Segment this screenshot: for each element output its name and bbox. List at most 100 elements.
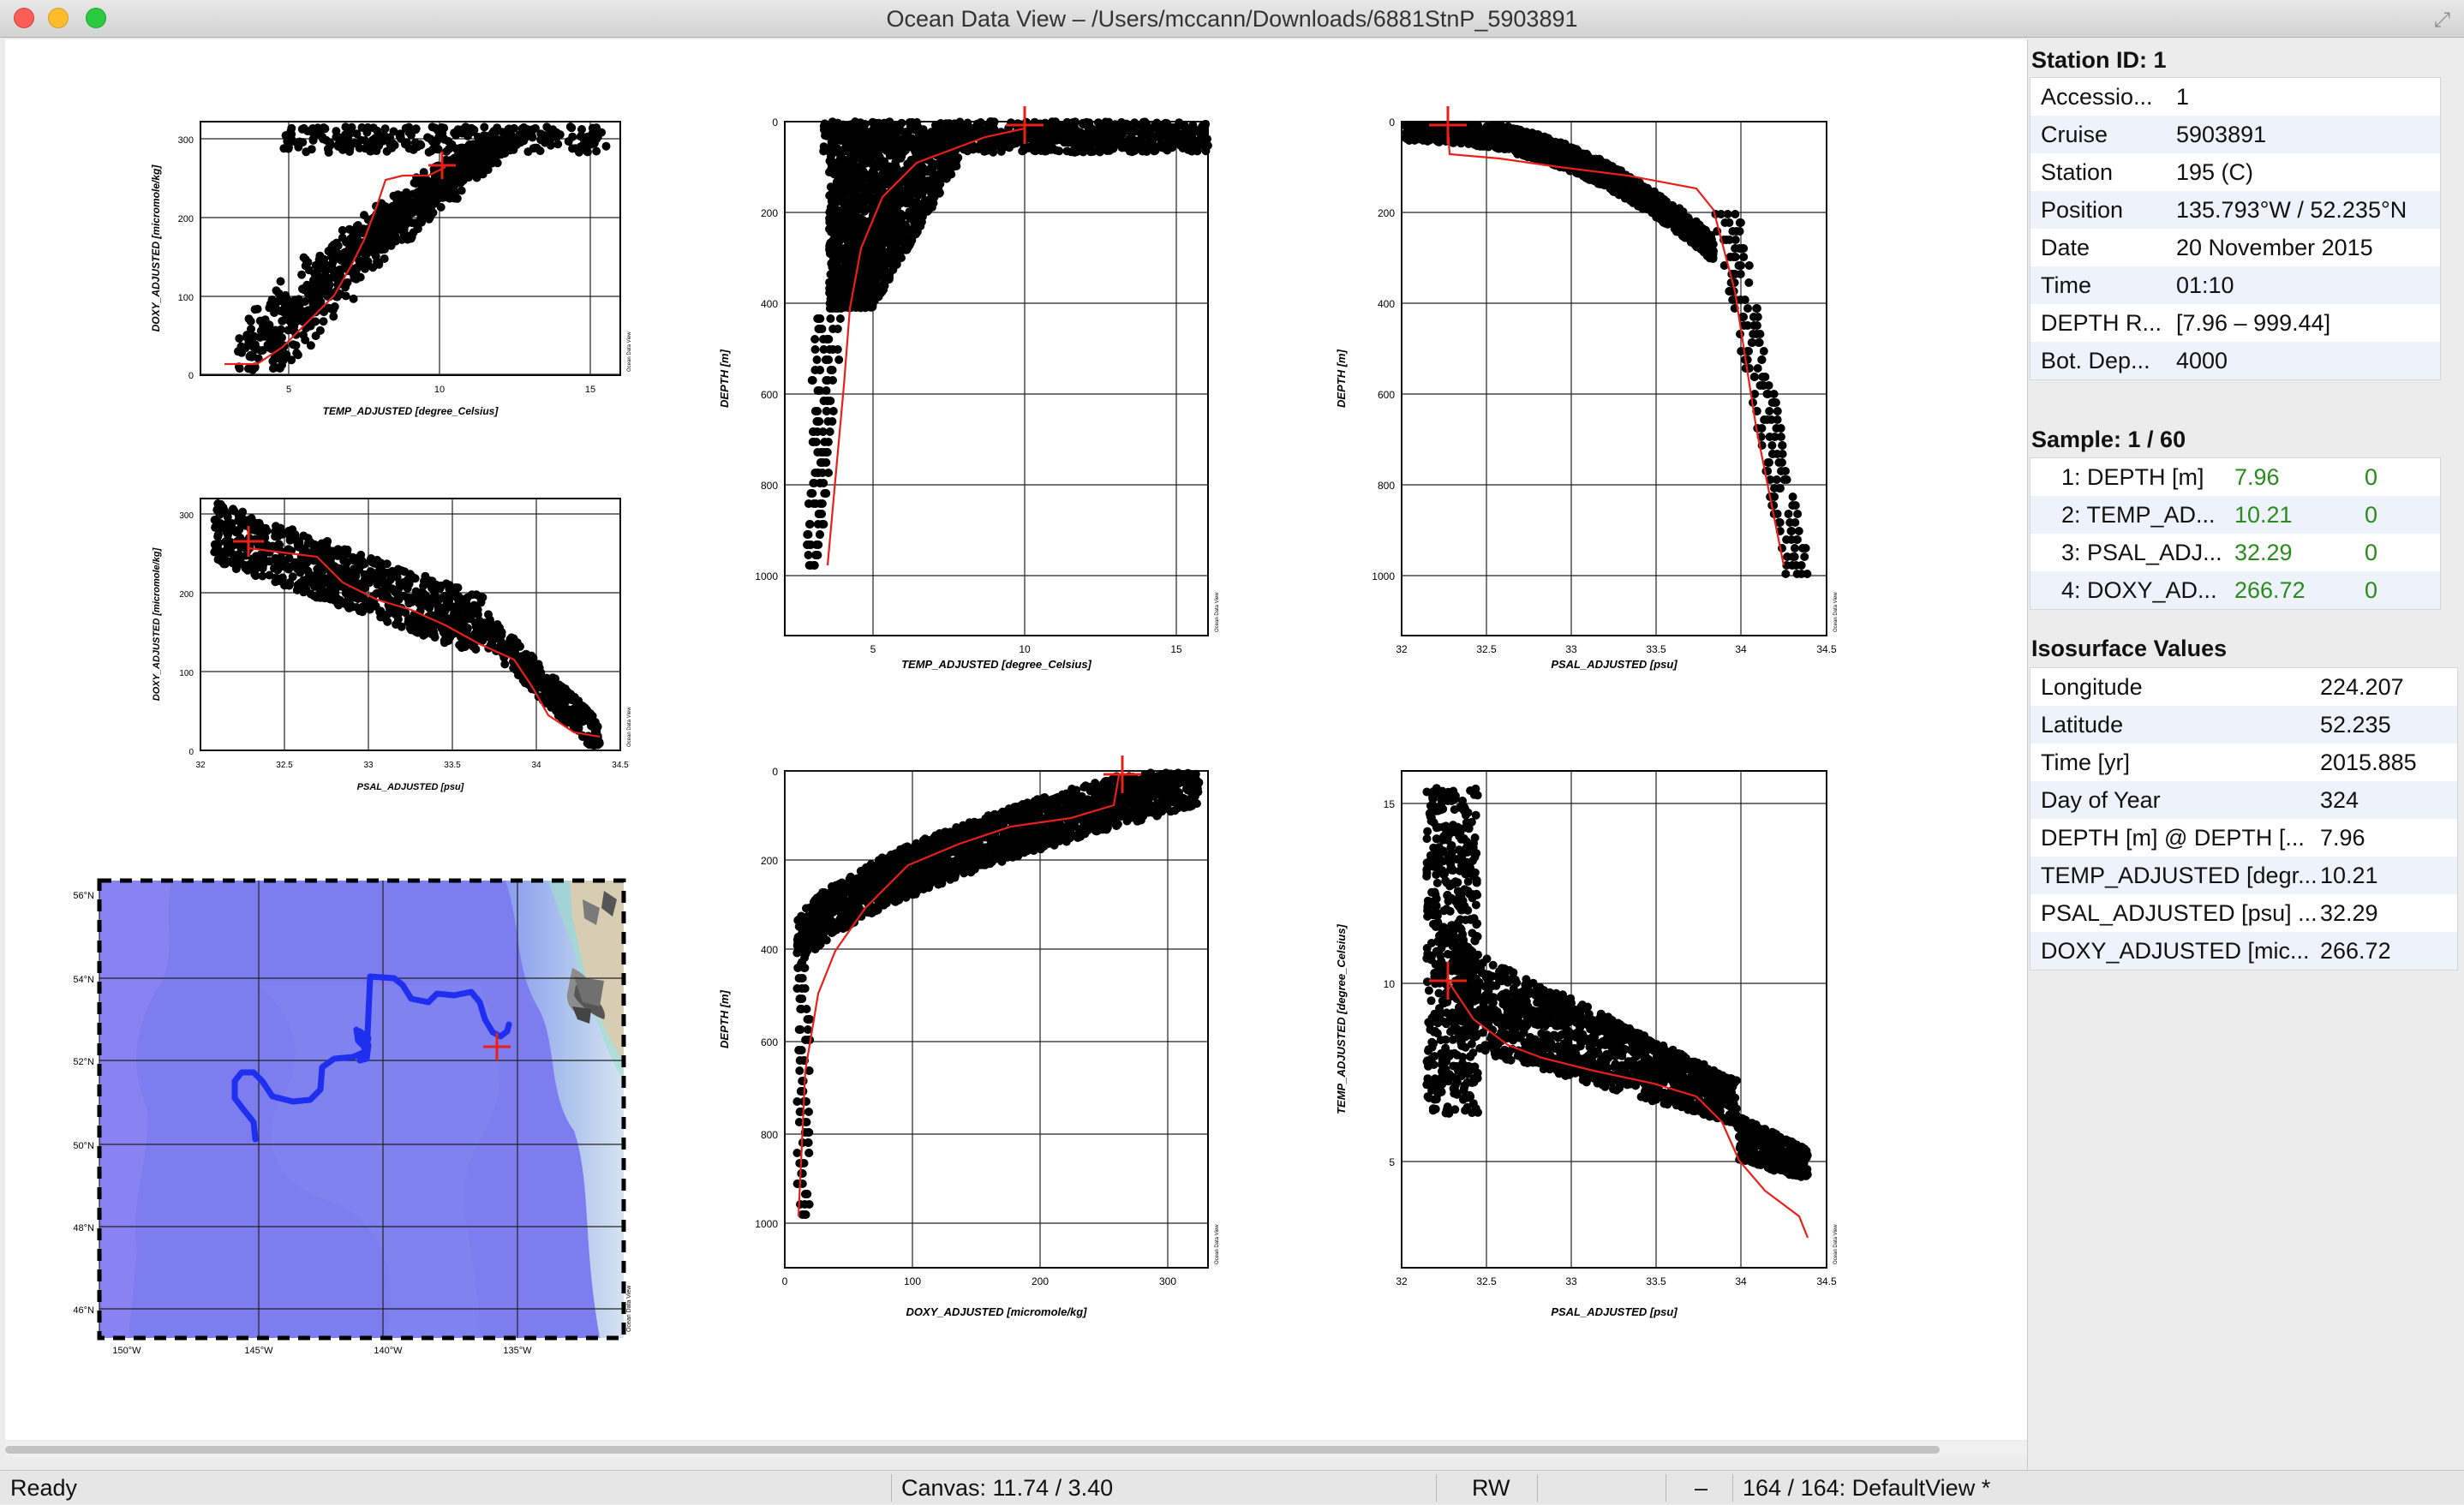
x-tick-label: 15 [1170, 643, 1182, 655]
data-point [404, 576, 412, 585]
data-point [450, 128, 458, 137]
data-point [410, 179, 419, 188]
data-point [344, 278, 352, 287]
data-point [416, 209, 424, 218]
data-point [398, 215, 407, 224]
data-point [915, 217, 924, 225]
data-point [234, 528, 242, 536]
plot-canvas-svg[interactable]: Ocean Data View 56°N54°N52°N50°N48°N46°N… [5, 39, 2027, 1440]
data-point [276, 364, 284, 373]
data-point [833, 194, 841, 203]
data-point [838, 168, 846, 176]
data-point [329, 313, 338, 321]
data-point [320, 124, 329, 133]
data-point [462, 156, 470, 164]
data-point [384, 610, 392, 618]
data-point [271, 528, 279, 536]
data-point [394, 615, 403, 624]
data-point [827, 366, 835, 374]
data-point [458, 129, 467, 138]
data-point [314, 287, 322, 296]
data-point [826, 314, 834, 323]
data-point [1157, 143, 1166, 152]
data-point [313, 564, 321, 573]
data-point [1109, 145, 1117, 153]
data-point [834, 355, 843, 364]
data-point [376, 613, 385, 622]
data-point [1038, 131, 1046, 140]
data-point [853, 164, 862, 172]
data-point [825, 245, 834, 254]
x-tick-label: 10 [434, 385, 445, 395]
data-point [811, 499, 820, 508]
data-point [1187, 129, 1195, 138]
data-point [876, 175, 884, 183]
y-tick-label: 0 [188, 371, 194, 381]
data-point [221, 559, 230, 568]
data-point [822, 376, 830, 385]
data-point [232, 563, 241, 571]
data-point [565, 137, 573, 146]
data-point [816, 366, 824, 374]
station-map[interactable]: Ocean Data View 56°N54°N52°N50°N48°N46°N… [73, 881, 632, 1356]
data-point [915, 176, 924, 185]
data-point [808, 489, 816, 498]
data-point [436, 594, 445, 602]
data-point [833, 274, 841, 283]
data-point [602, 142, 611, 151]
data-point [490, 622, 499, 630]
data-point [1094, 137, 1103, 146]
data-point [856, 214, 864, 223]
data-point [326, 595, 335, 604]
data-point [475, 593, 484, 601]
data-point [341, 122, 350, 131]
fullscreen-icon[interactable]: ⤢ [2434, 9, 2450, 33]
data-point [528, 653, 536, 661]
data-point [278, 530, 287, 539]
data-point [440, 124, 448, 133]
data-point [285, 578, 294, 587]
data-point [950, 119, 959, 128]
x-tick-label: 33.5 [444, 761, 461, 770]
data-point [407, 594, 416, 602]
data-point [450, 189, 458, 198]
data-point [828, 188, 837, 196]
data-point [928, 203, 936, 212]
data-point [261, 325, 270, 333]
data-point [1143, 128, 1151, 137]
data-point [828, 142, 836, 151]
data-point [340, 137, 349, 146]
data-point [811, 345, 820, 354]
data-point [247, 317, 255, 325]
data-point [1198, 127, 1206, 135]
data-point [905, 127, 913, 135]
data-point [990, 119, 998, 128]
data-point [493, 123, 501, 132]
data-point [463, 624, 472, 632]
data-point [305, 266, 314, 274]
data-point [819, 335, 828, 343]
data-point [426, 134, 434, 143]
data-point [820, 345, 828, 354]
data-point [230, 507, 238, 516]
data-point [808, 376, 816, 385]
data-point [350, 295, 358, 303]
data-point [1020, 146, 1028, 154]
title-bar[interactable]: Ocean Data View – /Users/mccann/Download… [0, 0, 2464, 38]
y-axis-label: DOXY_ADJUSTED [micromole/kg] [150, 164, 162, 332]
plot-credit: Ocean Data View [627, 331, 632, 372]
data-point [931, 160, 940, 169]
data-point [302, 255, 310, 264]
data-point [474, 133, 482, 141]
data-point [833, 177, 841, 186]
data-point [815, 510, 823, 518]
data-point [547, 141, 555, 150]
data-point [827, 203, 835, 212]
data-point [850, 129, 858, 138]
